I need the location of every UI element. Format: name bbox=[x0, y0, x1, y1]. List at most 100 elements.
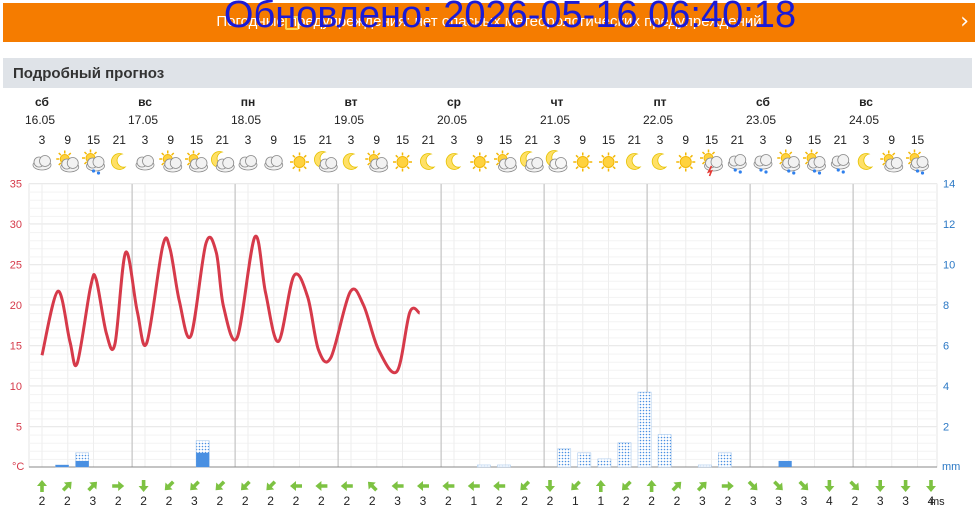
sun-disc bbox=[396, 156, 409, 168]
sun-ray bbox=[186, 162, 191, 166]
wind-speed-label: 2 bbox=[140, 494, 147, 508]
sun-ray bbox=[601, 154, 605, 158]
hour-label: 15 bbox=[705, 133, 719, 147]
sun-ray bbox=[303, 166, 307, 170]
wind-speed-label: 4 bbox=[826, 494, 833, 508]
cloudy-rain-icon bbox=[727, 154, 747, 174]
sun-ray bbox=[161, 162, 165, 166]
sun-ray bbox=[186, 152, 191, 156]
hour-label: 3 bbox=[245, 133, 252, 147]
wind-arrow-shape bbox=[595, 480, 606, 492]
cloud-part bbox=[39, 155, 51, 167]
sun-ray bbox=[917, 151, 922, 155]
wind-speed-label: 3 bbox=[191, 494, 198, 508]
wind-speed-label: 2 bbox=[851, 494, 858, 508]
wind-speed-label: 2 bbox=[674, 494, 681, 508]
rain-drop bbox=[792, 171, 796, 175]
sun-ray bbox=[93, 151, 98, 155]
sun-disc bbox=[602, 156, 615, 168]
rain-drop bbox=[738, 170, 742, 174]
wind-arrow bbox=[112, 481, 125, 491]
wind-arrow bbox=[824, 480, 835, 492]
moon-shape bbox=[857, 153, 874, 170]
wind-arrow bbox=[493, 481, 506, 491]
precip-tick-label: 6 bbox=[943, 341, 949, 353]
partly-cloudy-icon bbox=[159, 150, 183, 173]
day-weekday-label: пн bbox=[241, 95, 256, 109]
day-date-label: 21.05 bbox=[540, 113, 570, 127]
hour-label: 15 bbox=[190, 133, 204, 147]
wind-speed-label: 2 bbox=[216, 494, 223, 508]
day-weekday-label: пт bbox=[653, 95, 666, 109]
day-weekday-label: сб bbox=[756, 95, 770, 109]
warning-banner[interactable]: Погодные предупреждения: нет опасных мет… bbox=[3, 3, 975, 42]
hour-label: 3 bbox=[760, 133, 767, 147]
precip-probable-bar bbox=[697, 464, 712, 468]
sun-ray bbox=[701, 161, 706, 165]
cloud-part bbox=[325, 157, 338, 169]
wind-arrow-shape bbox=[747, 480, 758, 491]
wind-arrow bbox=[61, 481, 72, 492]
wind-arrow-shape bbox=[545, 480, 555, 492]
cloud-part bbox=[222, 157, 235, 169]
wind-arrow bbox=[442, 481, 455, 491]
wind-speed-label: 2 bbox=[724, 494, 731, 508]
sun-ray bbox=[612, 166, 616, 170]
wind-arrow bbox=[773, 480, 783, 491]
sun-disc bbox=[576, 156, 589, 168]
temp-tick-label: 10 bbox=[10, 381, 22, 393]
sun-ray bbox=[892, 152, 896, 156]
wind-speed-label: 3 bbox=[902, 494, 909, 508]
day-date-label: 18.05 bbox=[231, 113, 261, 127]
day-weekday-label: вс bbox=[859, 95, 873, 109]
precip-probable-bar bbox=[497, 464, 511, 468]
sun-ray bbox=[58, 162, 62, 166]
moon-icon bbox=[420, 153, 436, 170]
wind-arrow-shape bbox=[112, 481, 125, 491]
sun-icon bbox=[573, 152, 593, 172]
moon-shape bbox=[342, 153, 359, 170]
sun-ray bbox=[292, 166, 296, 170]
sun-ray bbox=[367, 152, 371, 156]
partly-cloudy-icon bbox=[185, 150, 208, 173]
wind-speed-label: 3 bbox=[775, 494, 782, 508]
wind-speed-label: 2 bbox=[369, 494, 376, 508]
wind-arrow-shape bbox=[190, 480, 200, 491]
wind-speed-label: 2 bbox=[623, 494, 630, 508]
chevron-right-icon[interactable]: › bbox=[960, 9, 969, 34]
wind-arrow bbox=[266, 480, 277, 491]
partly-cloudy-icon bbox=[365, 150, 389, 173]
day-date-label: 17.05 bbox=[128, 113, 158, 127]
day-date-label: 16.05 bbox=[25, 113, 55, 127]
temp-tick-label: 20 bbox=[10, 300, 22, 312]
sun-ray bbox=[505, 152, 510, 156]
wind-speed-label: 2 bbox=[267, 494, 274, 508]
cloud-part bbox=[504, 157, 517, 169]
wind-speed-label: 3 bbox=[420, 494, 427, 508]
day-date-label: 23.05 bbox=[746, 113, 776, 127]
sun-ray bbox=[678, 154, 682, 158]
hour-label: 9 bbox=[64, 133, 71, 147]
precip-tick-label: 8 bbox=[943, 300, 949, 312]
wind-arrow-shape bbox=[571, 480, 581, 491]
precip-unit-label: mm bbox=[942, 461, 960, 473]
wind-arrow bbox=[747, 480, 758, 491]
wind-arrow bbox=[190, 480, 200, 491]
sun-ray bbox=[483, 166, 487, 170]
wind-arrow bbox=[875, 480, 886, 492]
sun-icon bbox=[599, 152, 618, 172]
wind-speed-label: 2 bbox=[293, 494, 300, 508]
sun-ray bbox=[601, 166, 605, 170]
precip-probable-bar bbox=[718, 452, 732, 468]
hour-label: 21 bbox=[216, 133, 230, 147]
sun-ray bbox=[586, 166, 590, 170]
hour-label: 9 bbox=[579, 133, 586, 147]
wind-arrow bbox=[138, 480, 149, 492]
wind-speed-label: 1 bbox=[597, 494, 604, 508]
rain-drop bbox=[812, 169, 817, 173]
day-date-label: 22.05 bbox=[643, 113, 673, 127]
sun-ray bbox=[406, 154, 410, 158]
temp-tick-label: 25 bbox=[10, 260, 22, 272]
cloudy-rain-icon bbox=[753, 154, 773, 174]
sun-ray bbox=[395, 154, 399, 158]
